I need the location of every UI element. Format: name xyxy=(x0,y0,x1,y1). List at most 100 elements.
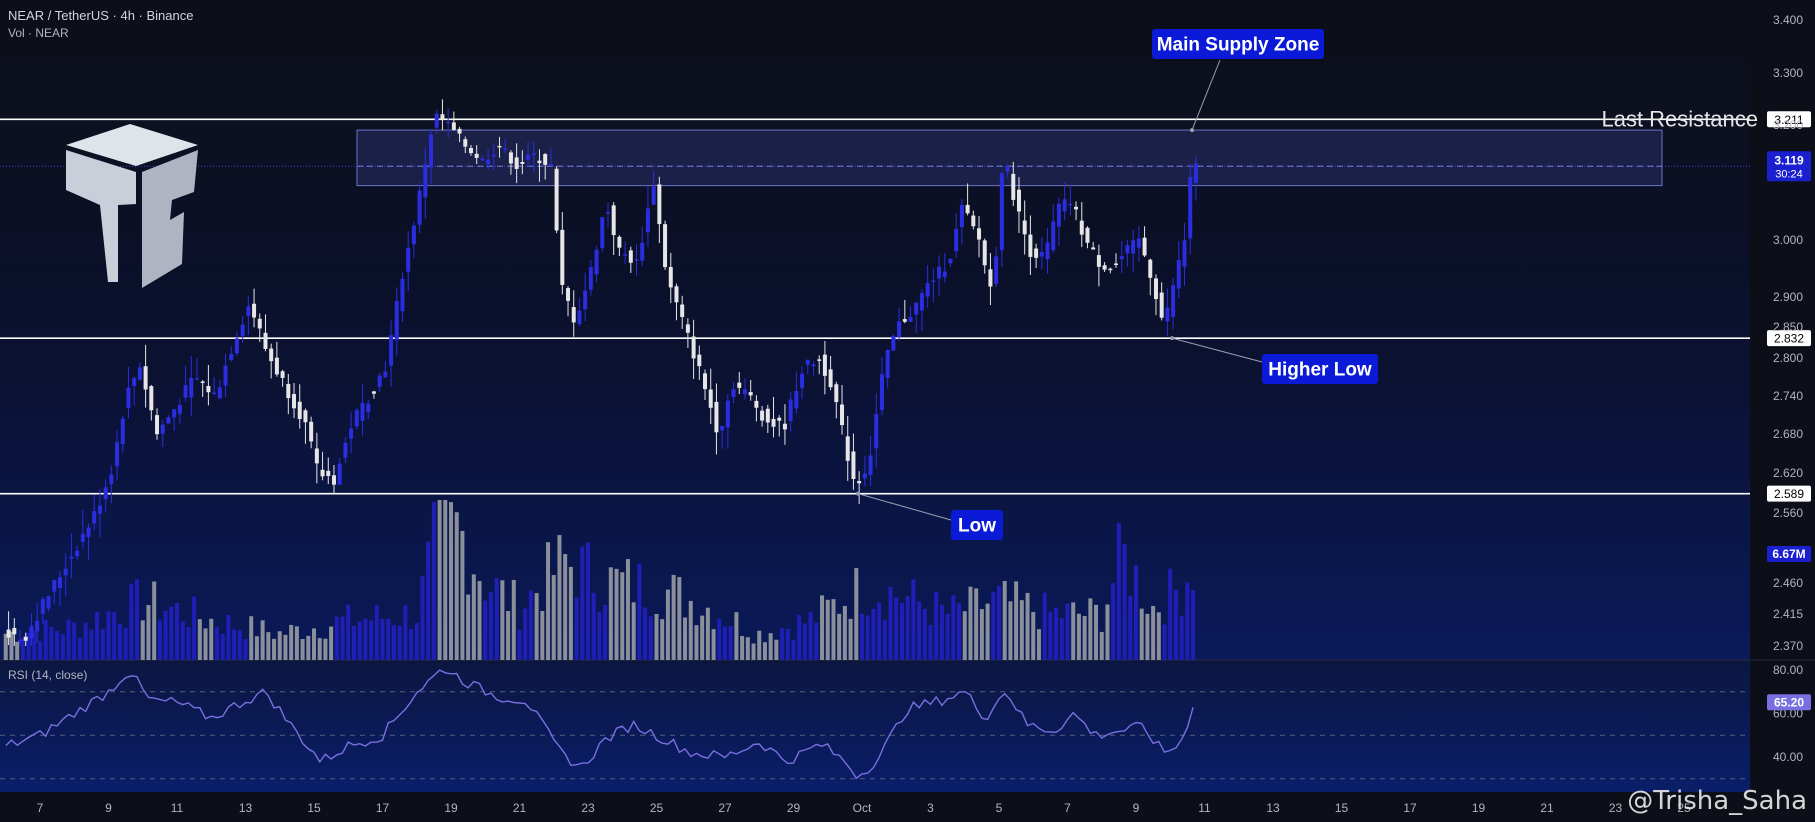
rsi-legend: RSI (14, close) xyxy=(8,668,88,682)
candle-body xyxy=(720,426,725,431)
volume-bar xyxy=(83,622,88,660)
volume-bar xyxy=(226,615,231,660)
volume-bar xyxy=(723,626,727,660)
volume-bar xyxy=(380,618,385,660)
annotation-box-1[interactable] xyxy=(1262,354,1378,384)
volume-bar xyxy=(317,638,322,660)
candle-body xyxy=(634,259,639,261)
annotation-anchor-0 xyxy=(1190,128,1194,133)
candle-body xyxy=(691,336,696,359)
volume-bar xyxy=(939,604,944,660)
candle-body xyxy=(331,475,336,485)
candle-body xyxy=(309,421,314,442)
candle-body xyxy=(1011,173,1016,200)
supply-zone-layer xyxy=(0,129,1750,187)
candle-body xyxy=(1114,263,1119,265)
volume-bar xyxy=(1145,613,1150,660)
candle-body xyxy=(383,371,388,378)
rsi-badge-text: 65.20 xyxy=(1774,696,1804,710)
volume-bar xyxy=(979,609,984,660)
candle-body xyxy=(874,414,879,449)
volume-bar xyxy=(363,618,368,660)
candle-body xyxy=(440,114,445,121)
volume-bar xyxy=(283,634,288,660)
logo-top-face xyxy=(66,124,198,166)
candle-body xyxy=(1016,189,1021,212)
volume-bar xyxy=(842,605,847,660)
volume-bar xyxy=(797,615,802,660)
volume-bar xyxy=(882,619,887,660)
volume-bar xyxy=(820,595,825,660)
candle-body xyxy=(1171,285,1176,317)
time-tick-label: 25 xyxy=(650,801,664,815)
candle-body xyxy=(1068,203,1073,206)
volume-bar xyxy=(1076,613,1081,660)
volume-bar xyxy=(911,579,916,660)
candle-body xyxy=(897,321,902,337)
annotation-box-0[interactable] xyxy=(1152,29,1324,59)
volume-bar xyxy=(431,501,436,660)
volume-bar xyxy=(449,502,453,660)
volume-bar xyxy=(43,619,48,660)
volume-bar xyxy=(192,596,197,660)
volume-bar xyxy=(163,610,168,660)
volume-bar xyxy=(922,608,927,660)
candle-body xyxy=(959,204,964,228)
volume-bar xyxy=(500,580,505,660)
candle-body xyxy=(320,469,325,477)
rsi-pane-bg xyxy=(0,660,1750,792)
candle-body xyxy=(6,629,11,638)
price-tick-label: 3.200 xyxy=(1773,118,1803,132)
volume-bar xyxy=(249,616,254,660)
candle-body xyxy=(389,335,394,366)
candle-body xyxy=(497,145,502,148)
volume-bar xyxy=(112,612,117,660)
candle-body xyxy=(520,162,525,164)
volume-bar xyxy=(391,625,396,660)
volume-bar xyxy=(962,611,967,660)
candle-body xyxy=(274,357,279,375)
candle-body xyxy=(588,267,593,290)
candle-body xyxy=(1028,234,1033,257)
volume-bar xyxy=(917,601,922,660)
volume-bar xyxy=(135,579,140,660)
volume-bar xyxy=(1094,604,1099,660)
candle-body xyxy=(103,487,108,500)
price-pane-bg xyxy=(0,0,1750,660)
rsi-line xyxy=(5,669,1194,780)
candle-body xyxy=(862,473,867,479)
volume-bar xyxy=(660,619,665,660)
volume-bar xyxy=(346,604,351,660)
volume-bar xyxy=(157,620,162,660)
candle-body xyxy=(200,381,205,384)
candle-body xyxy=(269,348,274,362)
volume-bar xyxy=(169,606,174,660)
candle-body xyxy=(628,250,633,263)
volume-bar xyxy=(985,603,990,660)
level-badge-text-2: 2.589 xyxy=(1774,487,1804,501)
candle-body xyxy=(548,164,553,166)
volume-bar xyxy=(1116,523,1121,660)
volume-bar xyxy=(1042,592,1047,660)
candle-body xyxy=(977,228,982,240)
time-tick-label: 25 xyxy=(1677,801,1691,815)
volume-bar xyxy=(688,600,693,660)
volume-bar xyxy=(1139,608,1144,660)
supply-zone xyxy=(356,129,1663,187)
volume-bar xyxy=(95,611,100,660)
candle-body xyxy=(663,224,668,268)
candle-body xyxy=(63,568,68,576)
volume-bar xyxy=(312,628,316,660)
volume-bar xyxy=(426,541,431,660)
candle-body xyxy=(645,208,650,233)
candle-body xyxy=(942,271,947,278)
annotation-box-2[interactable] xyxy=(951,510,1003,540)
time-tick-label: 13 xyxy=(1266,801,1280,815)
volume-bar xyxy=(825,599,830,660)
time-tick-label: 7 xyxy=(1064,801,1071,815)
candle-body xyxy=(817,359,822,361)
volume-bar xyxy=(643,607,648,660)
volume-bar xyxy=(899,603,904,660)
volume-bar xyxy=(272,638,277,660)
